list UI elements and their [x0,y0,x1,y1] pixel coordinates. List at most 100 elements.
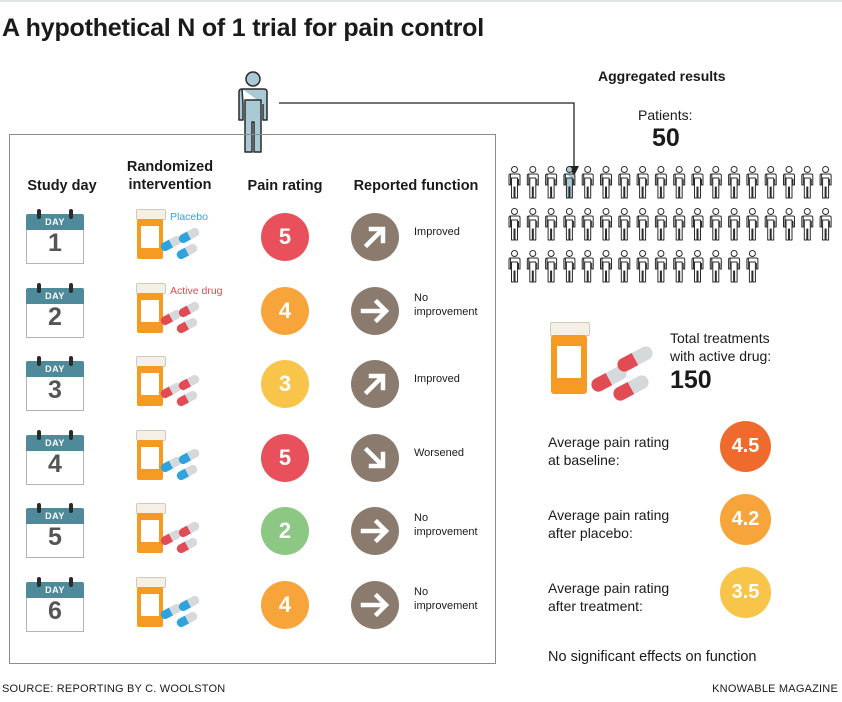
right-arrow-icon [351,507,399,555]
up-right-arrow-icon [351,213,399,261]
pill-bottle-icon [136,283,166,333]
trial-table-panel [9,134,496,664]
pill-bottle-icon [136,503,166,553]
calendar-day-label: DAY [45,438,65,448]
function-note: No significant effects on function [548,649,757,665]
trial-row: DAY 4 5 Worsened [0,430,500,490]
patient-icon [618,208,631,241]
patient-icon [709,208,722,241]
pill-bottle-icon [136,577,166,627]
avg-baseline-badge: 4.5 [720,421,771,472]
calendar-day-label: DAY [45,585,65,595]
active-pill-icon [175,316,199,335]
patient-icon [764,166,777,199]
top-rule [0,0,842,2]
intervention-label: Active drug [170,285,223,297]
patient-icon [581,250,594,283]
pain-rating-badge: 5 [261,434,309,482]
patient-icon [783,208,795,241]
active-drug-bottle-icon [550,322,590,394]
patient-icon [545,208,558,241]
avg-baseline-label-1: Average pain rating [548,434,670,450]
patient-icon [764,208,777,241]
patient-icon [600,166,612,199]
function-label-text: No improvement [414,292,478,318]
patient-icon [709,250,722,283]
selected-patient-icon [563,166,576,199]
header-function: Reported function [353,178,479,194]
person-icon [238,71,268,153]
intervention-label: Placebo [170,211,208,223]
patient-icon [691,166,704,199]
total-treatments-value: 150 [670,366,712,394]
pain-rating-badge: 2 [261,507,309,555]
right-arrow-icon [351,287,399,335]
trial-row: DAY 5 2 No improvement [0,503,500,563]
function-label-text: No improvement [414,512,478,538]
function-label: Improved [414,226,460,238]
patient-icon [563,250,576,283]
patient-icon [728,250,741,283]
pill-bottle-icon [136,209,166,259]
function-label: No improvement [414,291,494,319]
avg-placebo-badge: 4.2 [720,494,771,545]
patient-icon [728,166,741,199]
patient-icon [654,166,667,199]
patient-icon [581,208,594,241]
calendar-day-number: 1 [48,229,62,257]
active-pill-icon [177,520,201,539]
patient-icon [618,250,631,283]
patient-icon [618,166,631,199]
avg-baseline-label-2: at baseline: [548,452,620,468]
placebo-pill-icon [175,242,199,261]
patient-icon [526,250,539,283]
publisher-credit: KNOWABLE MAGAZINE [712,683,838,695]
active-pill-icon [177,373,201,392]
avg-placebo-label-2: after placebo: [548,525,633,541]
patient-icon [508,166,521,199]
calendar-day-label: DAY [45,364,65,374]
trial-row: DAY 2 Active drug 4 No improvement [0,283,500,343]
patient-icon [819,166,832,199]
active-pill-icon [175,389,199,408]
patient-icon [673,250,686,283]
avg-treatment-label-1: Average pain rating [548,580,670,596]
pain-rating-badge: 4 [261,581,309,629]
patient-icon [746,166,759,199]
pill-bottle-icon [136,356,166,406]
header-study-day: Study day [27,178,97,194]
patient-icon [636,166,649,199]
patients-crowd [508,166,832,283]
avg-placebo-label-1: Average pain rating [548,507,670,523]
patient-icon [746,250,759,283]
patient-icon [709,166,722,199]
avg-treatment-label-2: after treatment: [548,598,643,614]
patient-icon [654,208,667,241]
patient-icon [746,208,759,241]
pain-rating-badge: 3 [261,360,309,408]
calendar-day-number: 3 [48,376,62,404]
function-label: Improved [414,373,460,385]
aggregated-title: Aggregated results [598,68,726,84]
patient-icon [801,208,814,241]
total-treatments-label-2: with active drug: [670,348,772,364]
patient-icon [728,208,741,241]
patient-icon [691,250,704,283]
page-title: A hypothetical N of 1 trial for pain con… [2,14,484,42]
patient-icon [545,250,558,283]
calendar-day-number: 2 [48,303,62,331]
placebo-pill-icon [177,226,201,245]
pain-rating-badge: 5 [261,213,309,261]
patient-icon [508,250,521,283]
function-label: Worsened [414,447,464,459]
patient-icon [783,166,795,199]
calendar-icon: DAY 4 [26,430,84,486]
function-label-text: No improvement [414,586,478,612]
right-arrow-icon [351,581,399,629]
patient-icon [563,208,576,241]
patients-value: 50 [652,124,680,152]
function-label: No improvement [414,511,494,539]
calendar-icon: DAY 5 [26,503,84,559]
avg-treatment-badge: 3.5 [720,567,771,618]
header-intervention: Randomized intervention [126,159,214,193]
